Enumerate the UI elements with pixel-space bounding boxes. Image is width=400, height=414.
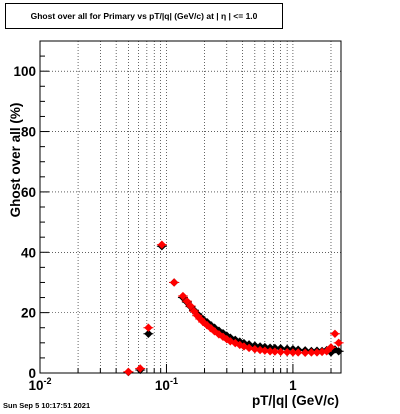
red-data-point bbox=[312, 348, 322, 357]
red-data-point bbox=[169, 278, 179, 287]
red-data-point bbox=[196, 314, 205, 324]
red-data-point bbox=[124, 367, 133, 376]
y-axis-label: Ghost over all (%) bbox=[8, 103, 23, 218]
red-data-point bbox=[250, 344, 260, 354]
x-tick-label: 10-1 bbox=[155, 376, 178, 393]
y-tick-label: 40 bbox=[21, 245, 36, 260]
data-points bbox=[123, 240, 344, 377]
y-tick-label: 20 bbox=[21, 306, 36, 321]
black-data-point bbox=[334, 347, 343, 356]
red-data-point bbox=[260, 346, 270, 355]
red-data-point bbox=[270, 347, 280, 356]
y-tick-label: 60 bbox=[21, 185, 36, 200]
plot-frame bbox=[39, 40, 342, 374]
y-tick-label: 0 bbox=[28, 366, 36, 381]
black-data-point bbox=[144, 329, 153, 338]
red-data-point bbox=[307, 348, 316, 357]
red-data-point bbox=[300, 348, 310, 357]
x-tick-label: 10-2 bbox=[28, 376, 51, 393]
tick-labels: 0 20 40 60 80 100 10-2 10-1 1 bbox=[13, 64, 297, 393]
red-data-point bbox=[244, 343, 254, 353]
x-axis-label: pT/|q| (GeV/c) bbox=[252, 393, 339, 408]
red-data-point bbox=[136, 364, 145, 373]
y-tick-label: 100 bbox=[13, 64, 36, 79]
red-data-point bbox=[293, 348, 303, 357]
red-data-point bbox=[330, 329, 340, 338]
red-data-point bbox=[157, 240, 167, 249]
footer-timestamp: Sun Sep 5 10:17:51 2021 bbox=[3, 401, 91, 410]
chart-title-box: Ghost over all for Primary vs pT/|q| (Ge… bbox=[5, 3, 283, 29]
chart-title: Ghost over all for Primary vs pT/|q| (Ge… bbox=[30, 11, 258, 21]
red-data-point bbox=[178, 291, 188, 301]
grid bbox=[40, 41, 341, 373]
red-data-point bbox=[144, 323, 153, 332]
red-data-point bbox=[186, 301, 195, 311]
red-data-point bbox=[276, 347, 285, 357]
red-data-point bbox=[334, 338, 343, 348]
axis-ticks bbox=[39, 40, 332, 374]
x-tick-label: 1 bbox=[289, 378, 297, 393]
red-data-point bbox=[288, 348, 298, 357]
red-data-point bbox=[189, 306, 199, 316]
red-data-point bbox=[282, 347, 292, 357]
y-tick-label: 80 bbox=[21, 125, 36, 140]
red-data-point bbox=[326, 343, 336, 352]
red-data-point bbox=[182, 296, 192, 306]
